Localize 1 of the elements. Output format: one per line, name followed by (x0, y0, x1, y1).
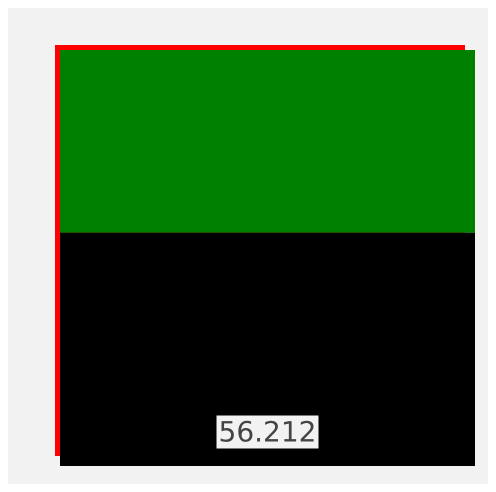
data-label: 56.212 (218, 416, 316, 448)
